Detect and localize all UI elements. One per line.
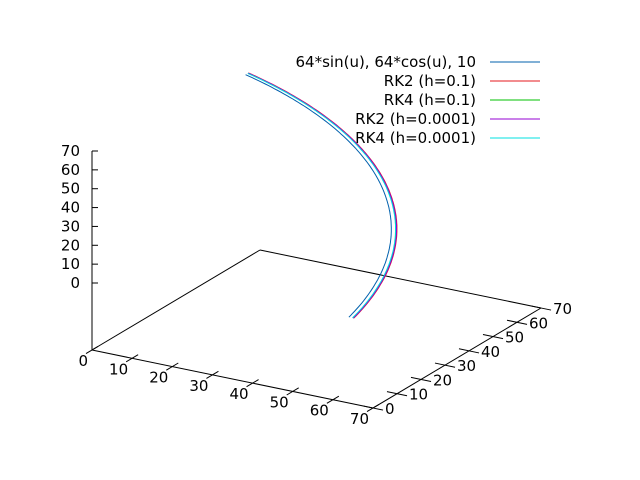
y-axis-line xyxy=(372,307,542,409)
x-tick-label: 70 xyxy=(350,410,369,428)
z-tick-label: 40 xyxy=(61,199,80,217)
y-tick-mark xyxy=(506,319,528,325)
legend-label: RK4 (h=0.0001) xyxy=(355,129,476,147)
z-tick-label: 30 xyxy=(61,217,80,235)
axes-group xyxy=(91,151,542,409)
x-tick-mark xyxy=(85,345,99,355)
z-tick-label: 0 xyxy=(70,274,80,292)
legend-label: 64*sin(u), 64*cos(u), 10 xyxy=(296,53,476,71)
z-tick-label: 70 xyxy=(61,142,80,160)
y-tick-label: 0 xyxy=(385,400,395,418)
z-tick-label: 60 xyxy=(61,161,80,179)
x-tick-label: 30 xyxy=(189,377,208,395)
x-tick-mark xyxy=(286,387,299,396)
series-group xyxy=(245,72,398,319)
series-line-4 xyxy=(247,72,397,319)
y-tick-mark xyxy=(362,405,384,411)
x-tick-mark xyxy=(166,362,179,371)
y-tick-label: 40 xyxy=(481,343,500,361)
x-axis-line xyxy=(91,349,374,409)
x-tick-label: 50 xyxy=(270,393,289,411)
y-tick-label: 50 xyxy=(505,329,524,347)
x-tick-label: 10 xyxy=(109,360,128,378)
y-tick-mark xyxy=(530,305,552,311)
y-tick-label: 60 xyxy=(529,314,548,332)
x-tick-label: 20 xyxy=(149,369,168,387)
series-line-5 xyxy=(247,72,396,319)
x-tick-label: 40 xyxy=(229,385,248,403)
y-tick-mark xyxy=(458,348,480,354)
x-tick-mark xyxy=(246,379,259,388)
x-tick-label: 0 xyxy=(78,352,88,370)
z-tick-label: 50 xyxy=(61,180,80,198)
y-tick-label: 20 xyxy=(433,371,452,389)
ticks-group: 0 10 20 30 40 50 60 700102030405060700102030405… xyxy=(61,142,572,428)
y-tick-label: 70 xyxy=(553,300,572,318)
x-tick-mark xyxy=(326,395,340,404)
y-tick-mark xyxy=(434,362,456,368)
x-tick-mark xyxy=(125,354,139,363)
z-tick-label: 20 xyxy=(61,236,80,254)
x-tick-mark xyxy=(206,370,219,379)
y-tick-mark xyxy=(410,376,432,382)
y-tick-label: 10 xyxy=(409,386,428,404)
y-tick-mark xyxy=(386,391,408,397)
x-tick-label: 60 xyxy=(310,402,329,420)
series-line-1 xyxy=(245,74,392,318)
y-tick-label: 30 xyxy=(457,357,476,375)
base-edge-back xyxy=(259,249,542,309)
z-tick-label: 10 xyxy=(61,255,80,273)
base-edge-left xyxy=(91,249,261,351)
legend-label: RK2 (h=0.1) xyxy=(384,72,476,90)
y-tick-mark xyxy=(482,334,504,340)
legend-label: RK2 (h=0.0001) xyxy=(355,110,476,128)
legend-label: RK4 (h=0.1) xyxy=(384,91,476,109)
